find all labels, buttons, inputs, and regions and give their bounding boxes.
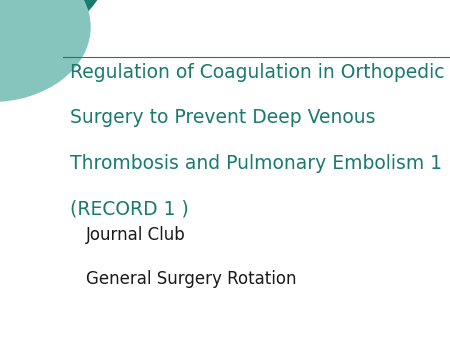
Circle shape: [0, 0, 90, 101]
Circle shape: [0, 0, 117, 68]
Text: Surgery to Prevent Deep Venous: Surgery to Prevent Deep Venous: [70, 108, 375, 127]
Text: (RECORD 1 ): (RECORD 1 ): [70, 199, 189, 218]
Text: Journal Club: Journal Club: [86, 226, 185, 244]
Text: Thrombosis and Pulmonary Embolism 1: Thrombosis and Pulmonary Embolism 1: [70, 154, 442, 173]
Text: Regulation of Coagulation in Orthopedic: Regulation of Coagulation in Orthopedic: [70, 63, 444, 81]
Text: General Surgery Rotation: General Surgery Rotation: [86, 270, 296, 288]
